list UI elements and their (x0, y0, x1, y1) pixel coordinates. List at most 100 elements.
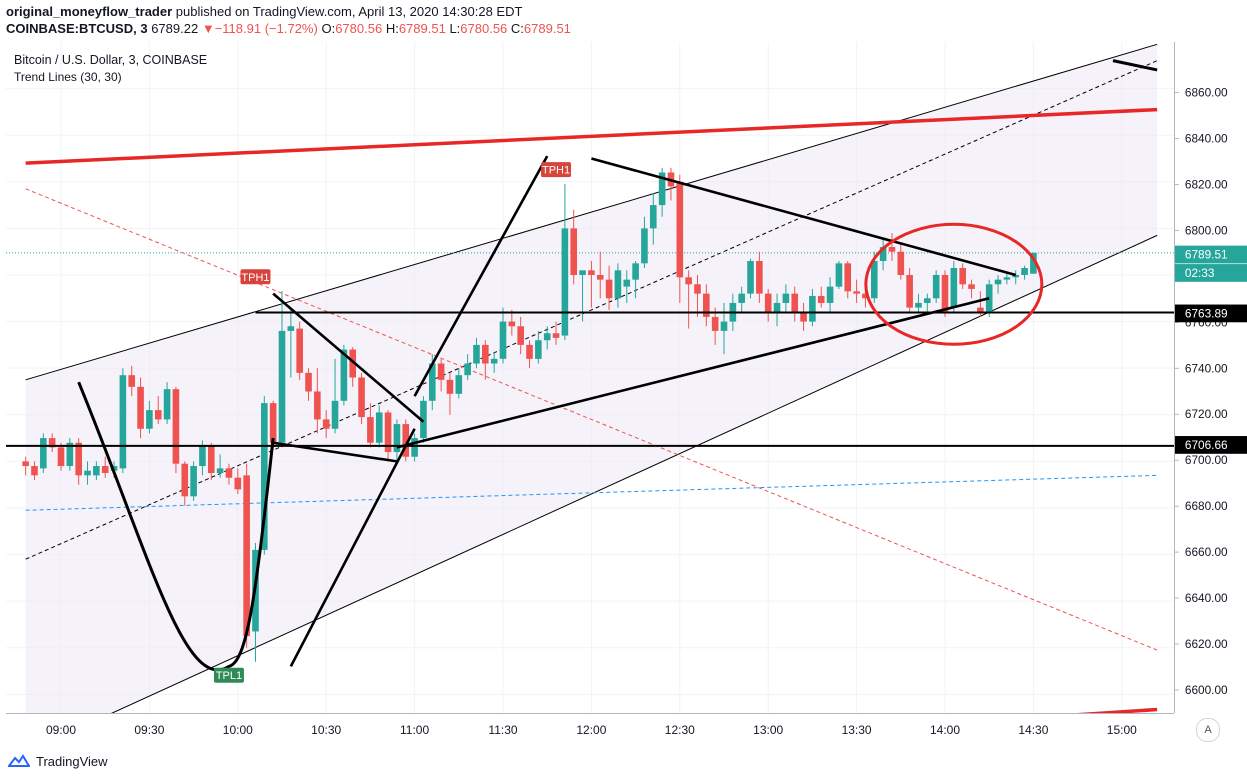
publish-line: original_moneyflow_trader published on T… (6, 3, 571, 20)
candle-body (375, 412, 383, 443)
candle-body (791, 293, 799, 313)
candle-body (764, 293, 772, 313)
candle-body (694, 284, 701, 294)
candle-body (172, 389, 180, 464)
price-label-box (1175, 245, 1247, 264)
candle-body (826, 286, 834, 303)
ohlc-line: COINBASE:BTCUSD, 3 6789.22 ▼−118.91 (−1.… (6, 20, 571, 37)
candle-body (305, 372, 312, 392)
candle-body (340, 349, 348, 401)
open-label: O: (321, 21, 336, 36)
candle-body (879, 247, 887, 262)
candle-body (614, 270, 622, 299)
candle-body (473, 344, 480, 364)
candle-body (269, 403, 277, 443)
candle-body (393, 424, 401, 453)
candle-body (499, 321, 507, 359)
candle-body (384, 412, 392, 453)
candle-body (817, 295, 825, 303)
candle-body (446, 379, 454, 394)
candle-body (22, 461, 29, 467)
impulse-up-2 (289, 428, 416, 668)
candle-body (844, 263, 852, 292)
candle-body (950, 267, 958, 308)
y-tick-label: 6840.00 (1185, 131, 1228, 145)
candle-body (800, 312, 807, 322)
x-tick-label: 10:30 (311, 723, 341, 737)
candle-body (154, 410, 162, 420)
candle-body (685, 277, 692, 285)
candle-body (411, 438, 418, 457)
candle-body (146, 410, 153, 429)
legend-title: Bitcoin / U.S. Dollar, 3, COINBASE (14, 53, 208, 67)
x-tick-label: 12:30 (665, 723, 695, 737)
candle-body (720, 321, 728, 331)
candle-body (623, 279, 631, 287)
x-tick-label: 11:30 (488, 723, 517, 737)
annotation-badge (213, 667, 244, 683)
candle-body (658, 172, 666, 206)
candle-body (181, 463, 189, 497)
y-tick-label: 6740.00 (1185, 361, 1228, 375)
legend-indicator[interactable]: Trend Lines (30, 30) (14, 70, 122, 84)
top-right-black-segment (1112, 59, 1158, 72)
price-label-text: 6763.89 (1185, 306, 1228, 320)
candle-body (994, 279, 1002, 285)
author-name[interactable]: original_moneyflow_trader (6, 4, 173, 19)
tradingview-logo-icon (8, 754, 30, 767)
drawings-back (6, 43, 1174, 713)
candle-body (579, 270, 586, 275)
y-tick-label: 6700.00 (1185, 453, 1228, 467)
candle-body (75, 442, 82, 476)
publish-info: published on TradingView.com, April 13, … (172, 4, 523, 19)
candle-body (773, 302, 781, 313)
candle-body (278, 330, 286, 443)
candle-body (941, 274, 949, 313)
candle-body (932, 274, 940, 299)
price-label-text: 6706.66 (1185, 438, 1228, 452)
y-tick-label: 6640.00 (1185, 591, 1228, 605)
publish-header: original_moneyflow_trader published on T… (6, 3, 571, 37)
price-label-text: 6789.51 (1185, 247, 1228, 261)
x-tick-label: 13:00 (753, 723, 783, 737)
candle-body (588, 270, 595, 275)
candle-body (747, 261, 754, 294)
auto-scale-button[interactable]: A (1196, 718, 1220, 742)
candle-body (331, 400, 339, 429)
candle-body (243, 475, 250, 637)
candle-body (48, 438, 56, 448)
price-axis[interactable]: 6600.00 6620.00 6640.00 6660.00 6680.00 6700.… (1174, 42, 1247, 713)
candle-body (137, 386, 144, 429)
price-label-box (1175, 264, 1247, 282)
candle-body (358, 377, 365, 418)
close-label: C: (510, 21, 524, 36)
time-axis[interactable]: 09:00 09:30 10:00 10:30 11:00 11:30 12:00 12:30… (6, 713, 1174, 746)
candle-body (31, 466, 38, 476)
candle-body (508, 321, 516, 327)
candle-body (517, 326, 524, 345)
price-chart[interactable]: TPH1 TPH1 TPL1 (6, 42, 1174, 713)
candle-body (261, 403, 268, 550)
annotation-label: TPH1 (241, 272, 269, 284)
annotation-badge (240, 269, 271, 285)
down-arrow-icon: ▼ (201, 21, 215, 36)
candle-body (862, 293, 869, 299)
candle-body (490, 358, 498, 364)
high-value: 6789.51 (398, 21, 446, 36)
x-tick-label: 14:30 (1018, 723, 1048, 737)
candle-body (322, 419, 330, 429)
candle-body (216, 468, 224, 474)
annotation-label: TPH1 (542, 165, 570, 177)
x-tick-label: 09:00 (46, 723, 76, 737)
red-lower-line (1077, 707, 1158, 713)
flag-upper (272, 292, 425, 423)
tradingview-brand: TradingView (36, 753, 108, 769)
candle-body (234, 477, 242, 490)
low-label: L: (449, 21, 461, 36)
y-tick-label: 6680.00 (1185, 499, 1228, 513)
candle-body (561, 228, 569, 336)
x-tick-label: 11:00 (400, 723, 429, 737)
candle-body (535, 340, 542, 359)
x-tick-label: 10:00 (223, 723, 253, 737)
x-tick-label: 12:00 (576, 723, 606, 737)
